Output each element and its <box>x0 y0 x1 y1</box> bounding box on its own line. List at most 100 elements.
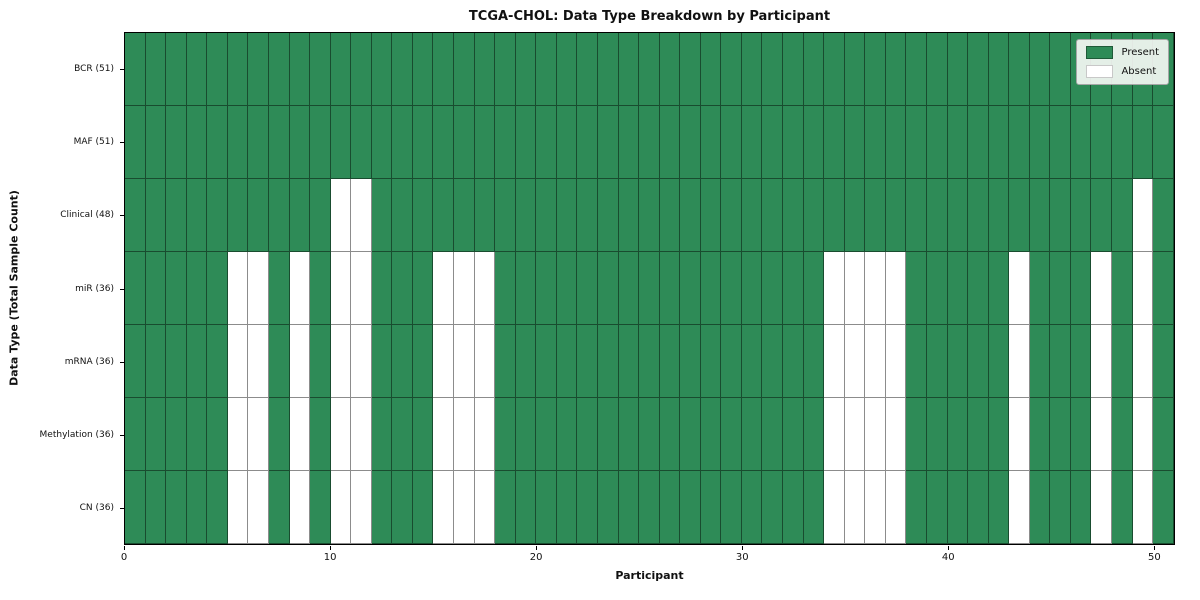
heatmap-cell <box>392 398 413 471</box>
heatmap-cell <box>906 325 927 398</box>
heatmap-cell <box>926 471 948 544</box>
heatmap-cell <box>741 398 763 471</box>
heatmap-cell <box>618 325 640 398</box>
heatmap-cell <box>289 252 311 325</box>
heatmap-cell <box>330 252 352 325</box>
heatmap-cell <box>536 252 557 325</box>
heatmap-cell <box>1070 106 1092 179</box>
heatmap-cell <box>412 325 434 398</box>
heatmap-cell <box>1009 398 1030 471</box>
heatmap-cell <box>412 179 434 252</box>
heatmap-cell <box>227 33 249 106</box>
heatmap-cell <box>392 252 413 325</box>
heatmap-cell <box>639 179 660 252</box>
heatmap-cell <box>597 398 619 471</box>
heatmap-cell <box>495 325 516 398</box>
heatmap-cell <box>1132 471 1154 544</box>
heatmap-cell <box>947 398 969 471</box>
heatmap-cell <box>618 471 640 544</box>
heatmap-cell <box>597 471 619 544</box>
heatmap-cell <box>618 252 640 325</box>
heatmap-cell <box>125 325 146 398</box>
y-tick-mark <box>120 215 124 217</box>
heatmap-cell <box>618 398 640 471</box>
heatmap-cell <box>536 179 557 252</box>
heatmap-cell <box>577 398 598 471</box>
heatmap-cell <box>186 325 208 398</box>
heatmap-cell <box>947 252 969 325</box>
heatmap-cell <box>556 106 578 179</box>
heatmap-cell <box>454 179 475 252</box>
heatmap-cell <box>597 33 619 106</box>
heatmap-cell <box>721 471 742 544</box>
heatmap-cell <box>227 179 249 252</box>
heatmap-cell <box>515 106 537 179</box>
heatmap-cell <box>968 471 989 544</box>
heatmap-cell <box>906 252 927 325</box>
heatmap-cell <box>454 471 475 544</box>
legend-absent-label: Absent <box>1121 66 1157 77</box>
heatmap-cell <box>680 398 701 471</box>
heatmap-cell <box>680 33 701 106</box>
heatmap-cell <box>1153 471 1174 544</box>
heatmap-cell <box>639 252 660 325</box>
heatmap-cell <box>186 179 208 252</box>
heatmap-cell <box>1029 106 1051 179</box>
heatmap-cell <box>783 471 804 544</box>
heatmap-cell <box>597 252 619 325</box>
heatmap-cell <box>762 33 783 106</box>
heatmap-cell <box>762 471 783 544</box>
heatmap-cell <box>495 33 516 106</box>
heatmap-cell <box>865 33 886 106</box>
heatmap-cell <box>618 179 640 252</box>
heatmap-cell <box>454 398 475 471</box>
absent-swatch-icon <box>1086 65 1114 78</box>
heatmap-cell <box>330 33 352 106</box>
heatmap-cell <box>1029 398 1051 471</box>
heatmap-cell <box>207 252 228 325</box>
heatmap-cell <box>783 33 804 106</box>
x-axis-label: Participant <box>615 569 684 582</box>
y-tick-label-cn: CN (36) <box>79 503 114 514</box>
heatmap-cell <box>289 33 311 106</box>
heatmap-cell <box>289 325 311 398</box>
heatmap-cell <box>803 33 825 106</box>
y-tick-label-bcr: BCR (51) <box>74 63 114 74</box>
heatmap-cell <box>659 471 681 544</box>
heatmap-cell <box>125 106 146 179</box>
heatmap-cell <box>659 398 681 471</box>
heatmap-cell <box>495 106 516 179</box>
heatmap-cell <box>865 179 886 252</box>
heatmap-cell <box>803 106 825 179</box>
heatmap-cell <box>762 179 783 252</box>
x-tick-label: 0 <box>120 552 128 563</box>
present-swatch-icon <box>1086 46 1114 59</box>
heatmap-cell <box>906 398 927 471</box>
heatmap-cell <box>803 179 825 252</box>
heatmap-cell <box>433 471 454 544</box>
heatmap-cell <box>947 471 969 544</box>
heatmap-cell <box>125 179 146 252</box>
heatmap-cell <box>412 106 434 179</box>
heatmap-cell <box>1070 252 1092 325</box>
heatmap-cell <box>454 325 475 398</box>
heatmap-cell <box>207 106 228 179</box>
heatmap-cell <box>207 398 228 471</box>
heatmap-cell <box>865 252 886 325</box>
heatmap-cell <box>844 252 866 325</box>
heatmap-row-bcr <box>125 33 1174 106</box>
heatmap-cell <box>310 398 331 471</box>
heatmap-cell <box>597 325 619 398</box>
heatmap-cell <box>248 179 269 252</box>
heatmap-cell <box>1132 106 1154 179</box>
heatmap-cell <box>556 471 578 544</box>
heatmap-cell <box>248 33 269 106</box>
heatmap-cell <box>865 398 886 471</box>
heatmap-cell <box>1153 106 1174 179</box>
heatmap-cell <box>125 398 146 471</box>
heatmap-cell <box>392 179 413 252</box>
heatmap-row-mrna <box>125 325 1174 398</box>
heatmap-cell <box>515 252 537 325</box>
heatmap-cell <box>947 179 969 252</box>
heatmap-cell <box>906 179 927 252</box>
